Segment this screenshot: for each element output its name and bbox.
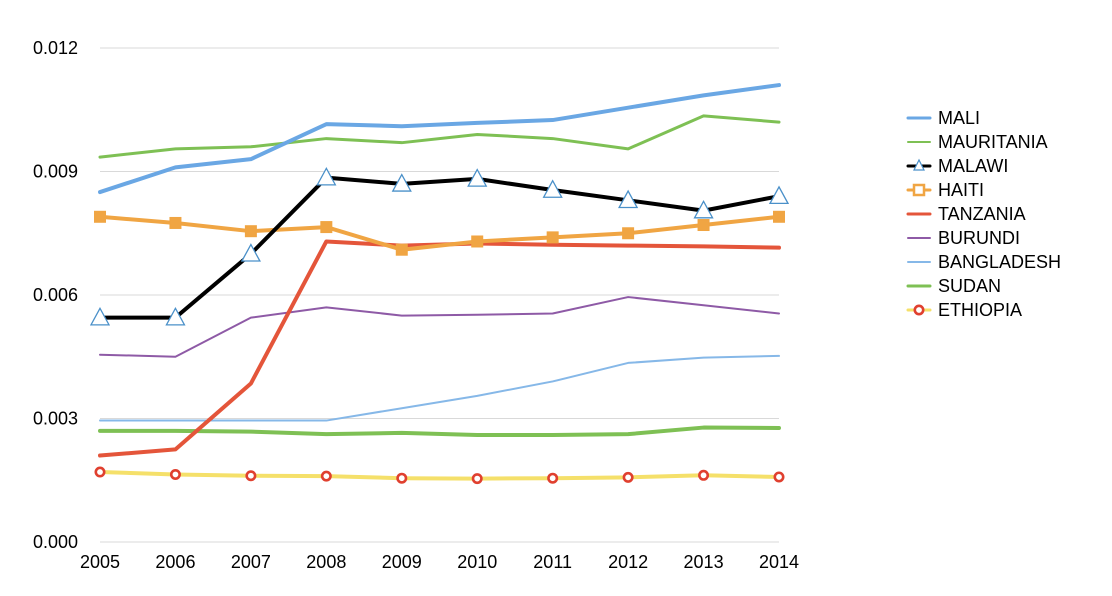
data-point — [240, 243, 261, 262]
legend-label: MAURITANIA — [938, 132, 1048, 152]
series-lines — [89, 83, 790, 485]
series-malawi — [89, 167, 790, 326]
legend-item: BANGLADESH — [907, 252, 1061, 272]
series-line — [98, 425, 781, 437]
y-tick-label: 0.006 — [33, 285, 78, 305]
data-point — [773, 210, 785, 223]
x-tick-label: 2014 — [759, 552, 799, 572]
legend-item: HAITI — [906, 180, 984, 200]
series-ethiopia — [94, 466, 785, 485]
legend-label: TANZANIA — [938, 204, 1026, 224]
data-point — [618, 189, 639, 209]
x-tick-label: 2013 — [684, 552, 724, 572]
y-tick-label: 0.000 — [33, 532, 78, 552]
data-point — [471, 473, 483, 485]
series-line — [98, 239, 781, 458]
legend-label: BURUNDI — [938, 228, 1020, 248]
y-tick-label: 0.009 — [33, 162, 78, 182]
data-point — [89, 306, 111, 326]
legend-marker — [913, 304, 925, 316]
legend-item: MALI — [906, 108, 980, 128]
legend-item: BURUNDI — [907, 228, 1020, 248]
legend-marker — [912, 183, 926, 197]
x-tick-label: 2012 — [608, 552, 648, 572]
x-tick-label: 2007 — [231, 552, 271, 572]
data-point — [546, 231, 559, 244]
data-point — [245, 470, 257, 482]
data-point — [471, 235, 484, 248]
data-point — [542, 179, 563, 198]
data-point — [94, 210, 106, 223]
x-tick-label: 2010 — [457, 552, 497, 572]
data-point — [773, 471, 785, 483]
legend-item: ETHIOPIA — [906, 300, 1022, 320]
data-point — [768, 185, 790, 205]
legend-label: MALI — [938, 108, 980, 128]
data-point — [622, 227, 635, 240]
x-axis: 2005 2006 2007 2008 2009 2010 2011 2012 2013 2014 — [80, 552, 799, 572]
legend-label: BANGLADESH — [938, 252, 1061, 272]
x-tick-label: 2009 — [382, 552, 422, 572]
data-point — [622, 471, 634, 483]
series-haiti — [94, 210, 785, 256]
data-point — [697, 219, 710, 232]
series-bangladesh — [99, 354, 780, 422]
series-line — [99, 296, 780, 358]
series-line — [98, 114, 781, 159]
data-point — [94, 466, 106, 478]
legend-item: TANZANIA — [906, 204, 1026, 224]
data-point — [169, 468, 181, 480]
data-point — [244, 225, 257, 238]
x-tick-label: 2011 — [533, 552, 572, 572]
legend: MALI MAURITANIA MALAWI HAITI TANZANIA BURUNDI… — [906, 108, 1061, 320]
series-line — [98, 470, 781, 481]
series-line — [98, 175, 781, 320]
series-sudan — [98, 425, 781, 437]
y-tick-label: 0.012 — [33, 38, 78, 58]
x-tick-label: 2008 — [306, 552, 346, 572]
data-point — [395, 243, 408, 256]
series-mauritania — [98, 114, 781, 159]
legend-label: MALAWI — [938, 156, 1008, 176]
data-point — [320, 470, 332, 482]
legend-item: MAURITANIA — [907, 132, 1048, 152]
legend-item: SUDAN — [906, 276, 1001, 296]
legend-label: ETHIOPIA — [938, 300, 1022, 320]
data-point — [165, 306, 186, 326]
data-point — [467, 168, 488, 187]
series-line — [98, 214, 781, 252]
legend-item: MALAWI — [906, 156, 1008, 176]
legend-label: SUDAN — [938, 276, 1001, 296]
x-tick-label: 2006 — [155, 552, 195, 572]
series-tanzania — [98, 239, 781, 458]
y-tick-label: 0.003 — [33, 409, 78, 429]
legend-marker — [913, 158, 925, 171]
data-point — [547, 472, 559, 484]
y-axis: 0.000 0.003 0.006 0.009 0.012 — [33, 38, 78, 552]
series-line — [98, 83, 781, 195]
data-point — [693, 199, 714, 219]
series-line — [99, 354, 780, 422]
data-point — [391, 173, 412, 192]
x-tick-label: 2005 — [80, 552, 120, 572]
series-mali — [98, 83, 781, 195]
series-burundi — [99, 296, 780, 358]
data-point — [396, 472, 408, 484]
legend-label: HAITI — [938, 180, 984, 200]
data-point — [698, 469, 710, 481]
data-point — [316, 167, 337, 186]
data-point — [320, 221, 333, 234]
data-point — [169, 216, 182, 229]
